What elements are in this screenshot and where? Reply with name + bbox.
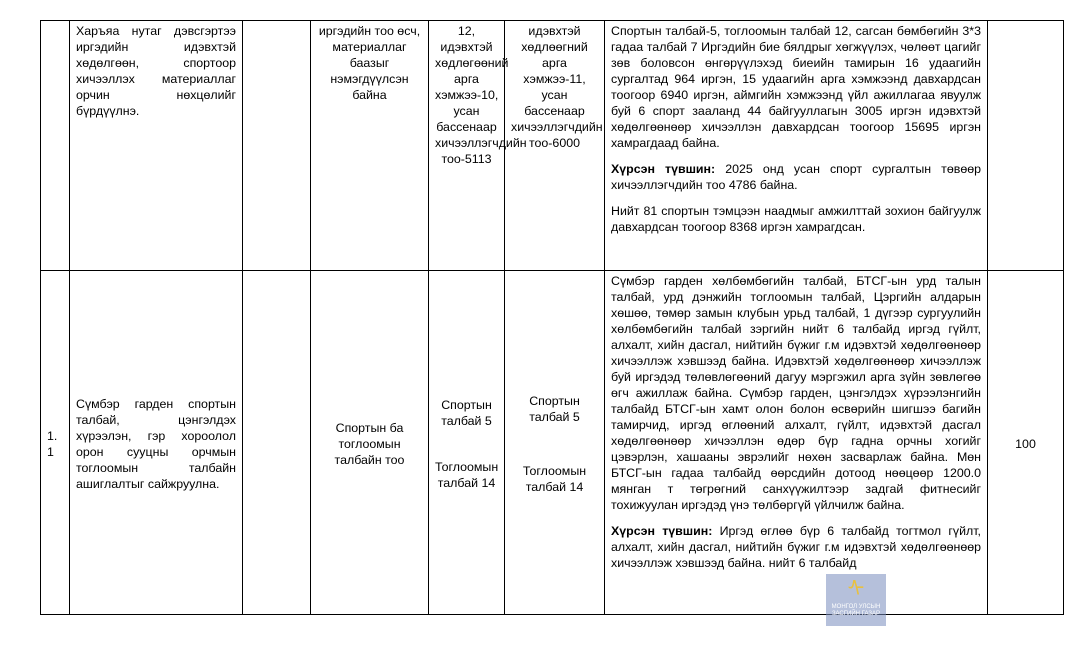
baseline-playground: Тоглоомын талбай 14 bbox=[435, 459, 499, 490]
baseline-sports: Спортын талбай 5 bbox=[441, 397, 492, 428]
row-number-text: 1.1 bbox=[47, 428, 58, 459]
report-paragraph: Спортын талбай-5, тоглоомын талбай 12, с… bbox=[611, 24, 981, 150]
objective-cell: Харъяа нутаг дэвсгэртээ иргэдийн идэвхтэ… bbox=[69, 20, 243, 271]
objective-cell: Сүмбэр гарден спортын талбай, цэнгэлдэх … bbox=[69, 270, 243, 615]
report-cell: Спортын талбай-5, тоглоомын талбай 12, с… bbox=[604, 20, 988, 271]
watermark-line1: МОНГОЛ УЛСЫН bbox=[831, 604, 881, 610]
government-watermark: ᠰ МОНГОЛ УЛСЫН ЗАСГИЙН ГАЗАР bbox=[826, 574, 886, 626]
target-sports: Спортын талбай 5 bbox=[529, 393, 580, 424]
row-number bbox=[40, 20, 70, 271]
report-paragraph: Нийт 81 спортын тэмцээн наадмыг амжилтта… bbox=[611, 204, 981, 234]
achieved-level-paragraph: Хүрсэн түвшин: Иргэд өглөө бүр 6 талбайд… bbox=[611, 523, 981, 571]
achieved-level-text: 2025 онд усан спорт сургалтын төвөөр хич… bbox=[611, 162, 981, 192]
report-cell: Сүмбэр гарден хөлбөмбөгийн талбай, БТСГ-… bbox=[604, 270, 988, 615]
row-number: 1.1 bbox=[40, 270, 70, 615]
indicator-cell: Спортын ба тоглоомын талбайн тоо bbox=[310, 270, 429, 615]
empty-cell bbox=[242, 20, 311, 271]
watermark-line2: ЗАСГИЙН ГАЗАР bbox=[831, 611, 881, 617]
table-row: Харъяа нутаг дэвсгэртээ иргэдийн идэвхтэ… bbox=[40, 20, 1064, 271]
target-cell: идэвхтэй хөдлөөгний арга хэмжээ-11, усан… bbox=[504, 20, 605, 271]
empty-cell bbox=[242, 270, 311, 615]
report-table: Харъяа нутаг дэвсгэртээ иргэдийн идэвхтэ… bbox=[40, 20, 1064, 615]
score-cell bbox=[987, 20, 1064, 271]
baseline-cell: Спортын талбай 5 Тоглоомын талбай 14 bbox=[428, 270, 505, 615]
soyombo-emblem-icon: ᠰ bbox=[847, 576, 865, 601]
achieved-level-label: Хүрсэн түвшин: bbox=[611, 524, 713, 538]
report-paragraph: Сүмбэр гарден хөлбөмбөгийн талбай, БТСГ-… bbox=[611, 274, 981, 512]
achieved-level-text: Иргэд өглөө бүр 6 талбайд тогтмол гүйлт,… bbox=[611, 524, 981, 570]
achieved-level-paragraph: Хүрсэн түвшин: 2025 онд усан спорт сурга… bbox=[611, 161, 981, 193]
achieved-level-label: Хүрсэн түвшин: bbox=[611, 162, 716, 176]
indicator-cell: иргэдийн тоо өсч, материаллаг баазыг нэм… bbox=[310, 20, 429, 271]
table-row: 1.1 Сүмбэр гарден спортын талбай, цэнгэл… bbox=[40, 270, 1064, 615]
score-cell: 100 bbox=[987, 270, 1064, 615]
baseline-cell: 12, идэвхтэй хөдлөгөөний арга хэмжээ-10,… bbox=[428, 20, 527, 271]
target-cell: Спортын талбай 5 Тоглоомын талбай 14 bbox=[504, 270, 605, 615]
target-playground: Тоглоомын талбай 14 bbox=[522, 463, 587, 494]
